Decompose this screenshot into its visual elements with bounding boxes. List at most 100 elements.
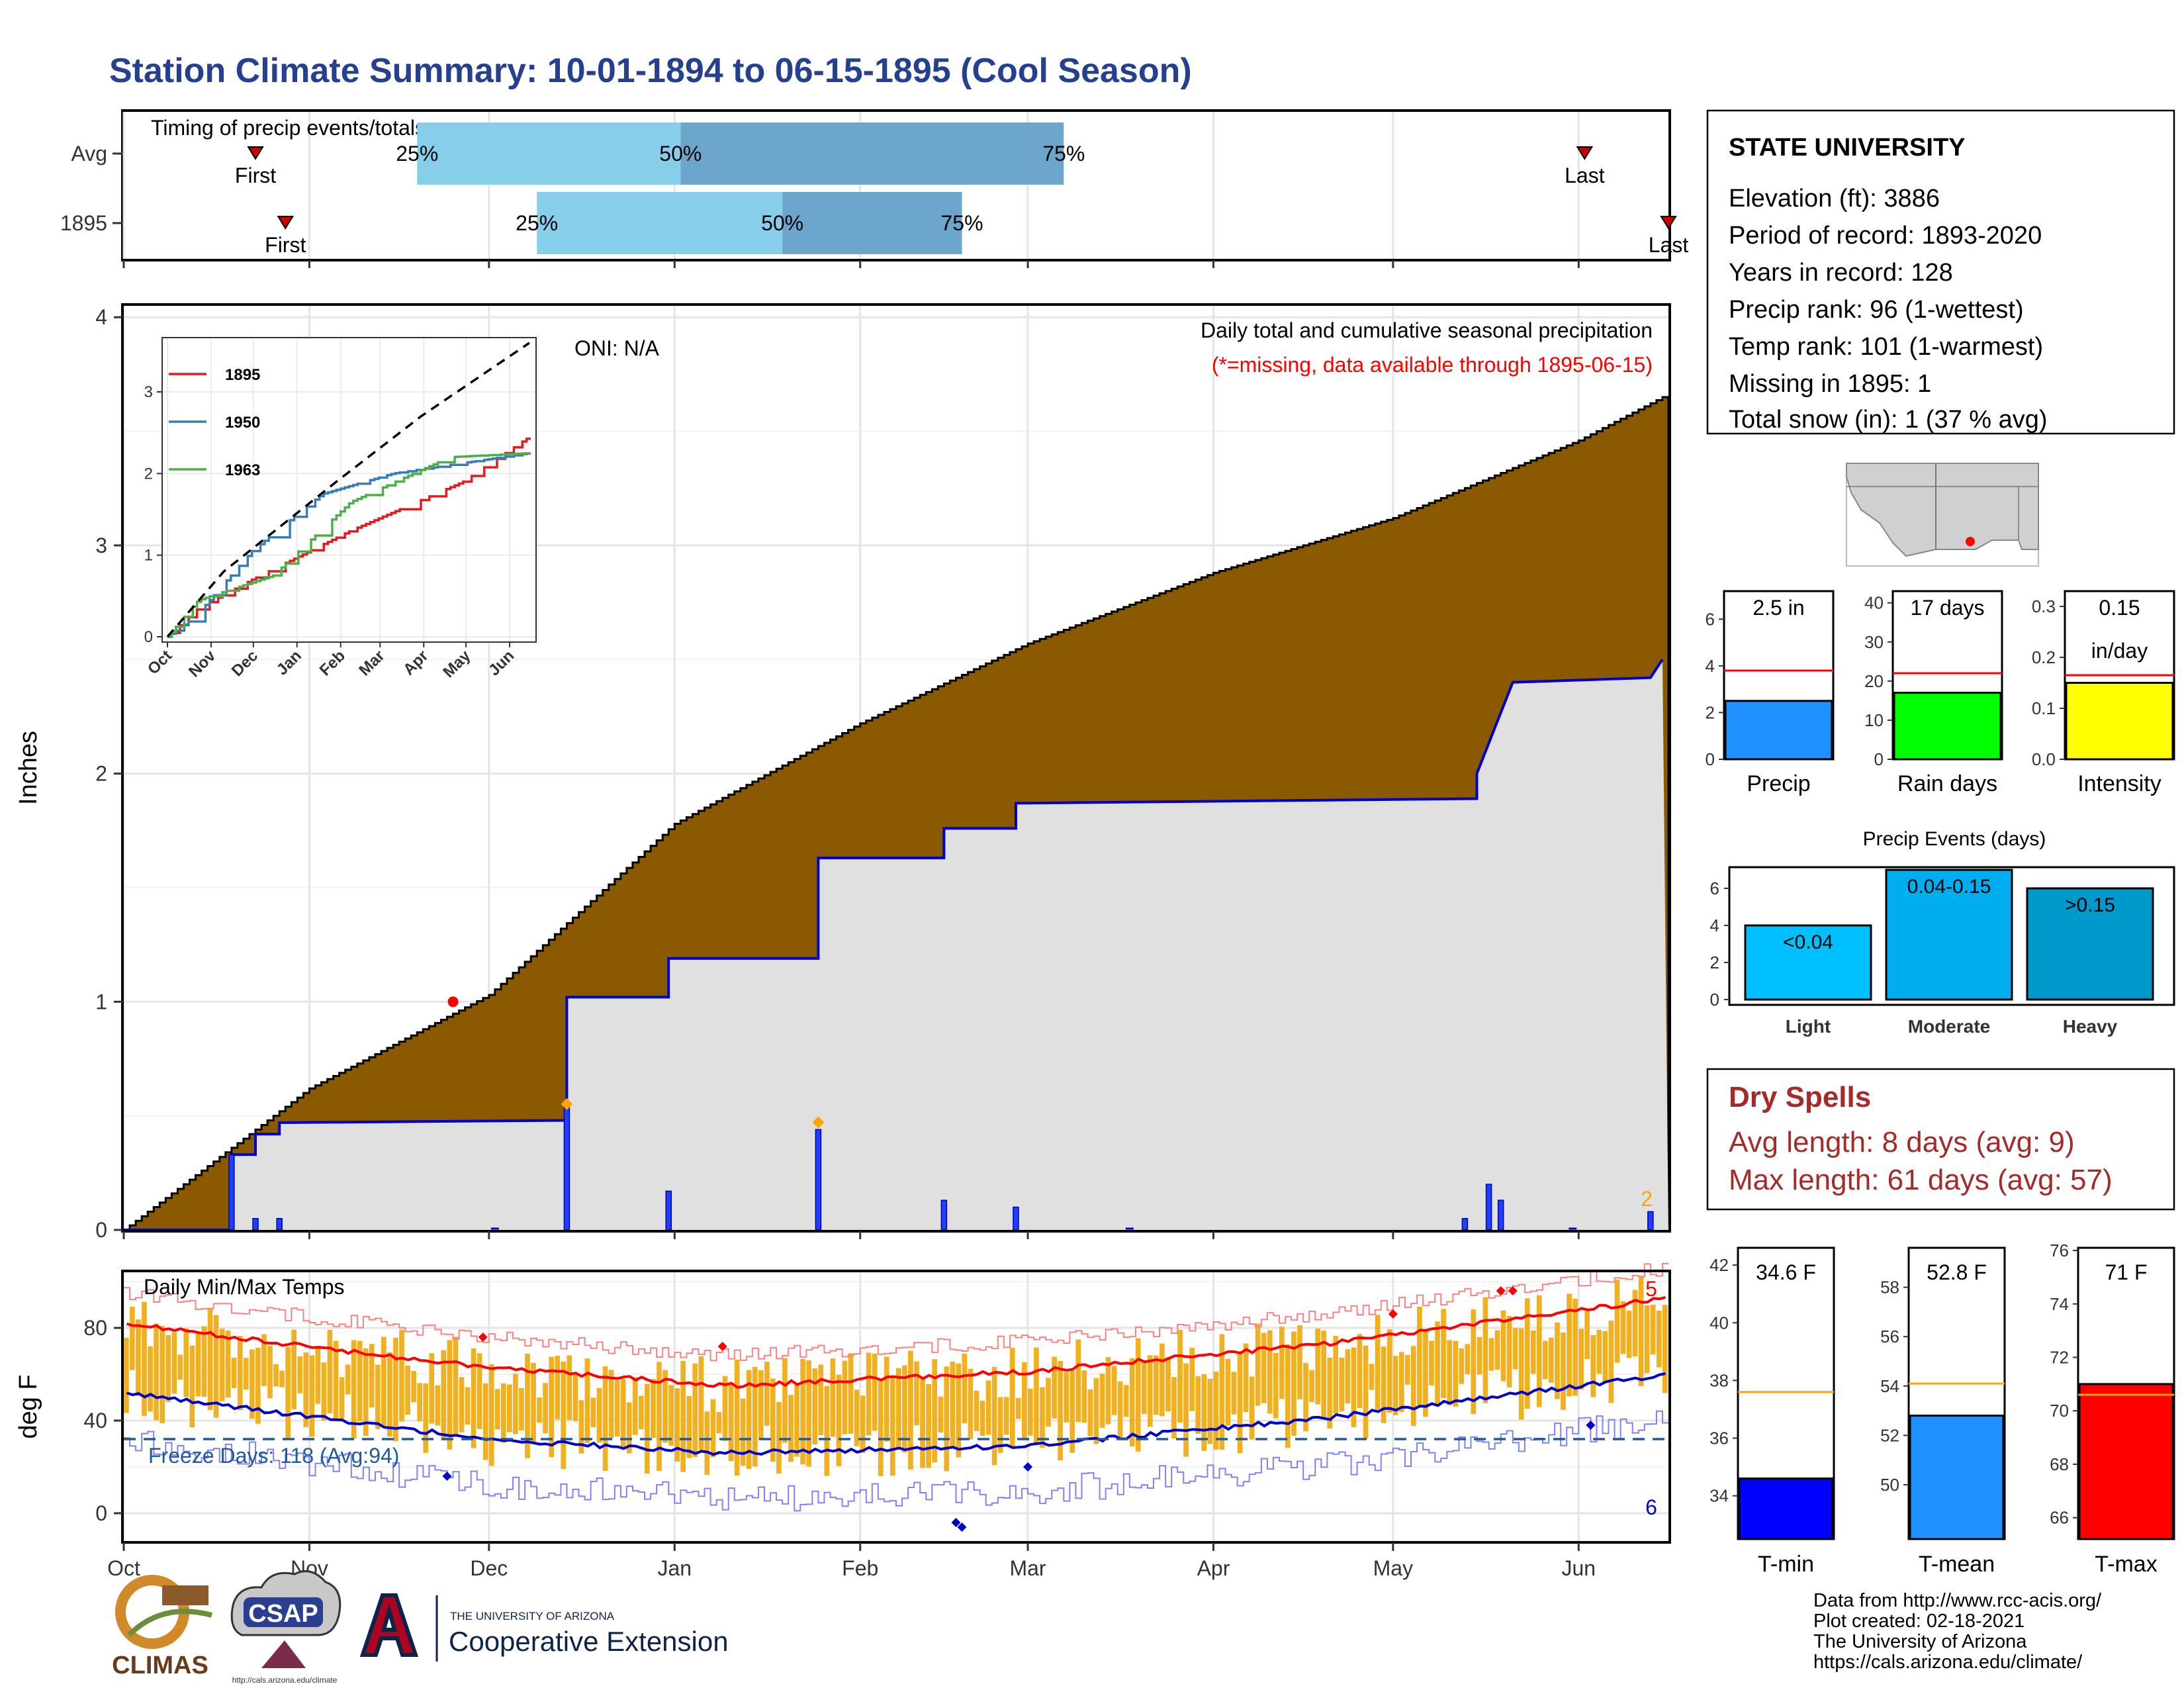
timing-q50-label: 50%	[659, 142, 702, 165]
timing-last-label: Last	[1565, 164, 1605, 187]
month-label: Apr	[1197, 1556, 1230, 1580]
precip-ytick-label: 3	[95, 534, 107, 557]
month-label: May	[1373, 1556, 1413, 1580]
daily-temp-bar	[1614, 1280, 1620, 1363]
daily-precip-bar	[815, 1129, 822, 1231]
daily-temp-bar	[279, 1370, 285, 1387]
inset-ytick-label: 0	[144, 628, 153, 646]
daily-temp-bar	[584, 1358, 590, 1444]
daily-temp-bar	[471, 1348, 477, 1448]
daily-temp-bar	[1500, 1310, 1506, 1382]
daily-temp-bar	[1435, 1321, 1440, 1404]
daily-temp-bar	[1477, 1336, 1482, 1375]
daily-temp-bar	[494, 1389, 500, 1430]
record-low-marker	[442, 1472, 452, 1481]
daily-temp-bar	[1620, 1301, 1626, 1354]
inset-ytick-label: 3	[144, 383, 153, 401]
daily-temp-bar	[1160, 1343, 1165, 1417]
precip-ytick-label: 4	[95, 305, 107, 329]
month-label: Dec	[470, 1556, 508, 1580]
daily-temp-bar	[572, 1374, 578, 1421]
month-label: Mar	[1009, 1556, 1046, 1580]
daily-temp-bar	[363, 1348, 369, 1436]
daily-temp-bar	[1165, 1356, 1171, 1412]
daily-temp-bar	[974, 1390, 979, 1431]
climas-emblem-bar	[162, 1585, 208, 1605]
daily-temp-bar	[1219, 1334, 1225, 1450]
timing-last-label: Last	[1649, 233, 1689, 257]
daily-temp-bar	[1369, 1364, 1375, 1390]
temp-summary-ytick-label: 74	[2050, 1294, 2069, 1314]
daily-temp-bar	[1249, 1376, 1255, 1440]
month-label: Jun	[1562, 1556, 1596, 1580]
daily-temp-bar	[812, 1368, 818, 1445]
daily-temp-bar	[411, 1371, 416, 1403]
daily-temp-bar	[866, 1352, 872, 1436]
daily-temp-bar	[680, 1360, 686, 1472]
daily-temp-bar	[387, 1352, 392, 1437]
mini-bar-ytick-label: 6	[1706, 609, 1715, 629]
daily-temp-bar	[788, 1395, 794, 1462]
temp-ytick-label: 80	[83, 1316, 107, 1340]
daily-temp-bar	[381, 1336, 387, 1427]
daily-temp-bar	[1518, 1328, 1524, 1420]
daily-temp-bar	[608, 1370, 614, 1438]
timing-q25-label: 25%	[516, 211, 558, 235]
daily-precip-bar	[1013, 1206, 1019, 1231]
daily-temp-bar	[1381, 1346, 1387, 1423]
dry-spells-box: Dry Spells Avg length: 8 days (avg: 9) M…	[1706, 1068, 2175, 1211]
daily-temp-bar	[309, 1355, 315, 1437]
daily-temp-bar	[722, 1376, 728, 1441]
station-line: Years in record: 128	[1729, 259, 1953, 287]
mini-bar-label: Precip	[1747, 771, 1810, 796]
event-bar-label: 0.04-0.15	[1907, 876, 1991, 898]
daily-temp-bar	[920, 1378, 925, 1468]
daily-temp-bar	[1650, 1304, 1656, 1355]
credits: Data from http://www.rcc-acis.org/ Plot …	[1813, 1590, 2102, 1673]
temp-frame	[121, 1270, 1671, 1544]
daily-temp-bar	[297, 1356, 303, 1393]
daily-temp-bar	[848, 1353, 854, 1434]
daily-temp-bar	[626, 1402, 632, 1454]
event-category-label: Moderate	[1908, 1016, 1990, 1037]
timing-row-label: Avg	[71, 142, 107, 165]
event-category-label: Light	[1786, 1016, 1831, 1037]
temp-ylabel: deg F	[15, 1374, 42, 1438]
daily-temp-bar	[758, 1370, 764, 1440]
daily-temp-bar	[1524, 1298, 1530, 1409]
temp-summary-value-label: 34.6 F	[1756, 1260, 1816, 1284]
station-name: STATE UNIVERSITY	[1729, 134, 1966, 162]
daily-precip-bar	[940, 1199, 948, 1231]
daily-temp-bar	[531, 1362, 536, 1444]
inset-ytick-label: 1	[144, 547, 153, 565]
timing-last-marker	[1660, 216, 1677, 230]
daily-temp-bar	[543, 1383, 548, 1434]
daily-precip-bar	[563, 1106, 570, 1231]
daily-temp-bar	[1129, 1358, 1135, 1446]
daily-temp-bar	[488, 1364, 494, 1466]
daily-temp-bar	[1530, 1330, 1536, 1374]
daily-temp-bar	[459, 1377, 465, 1432]
daily-temp-bar	[1154, 1355, 1159, 1415]
daily-temp-bar	[441, 1350, 447, 1440]
daily-temp-bar	[1237, 1354, 1243, 1454]
daily-temp-bar	[183, 1328, 189, 1397]
inset-series-line	[167, 452, 531, 638]
station-line: Missing in 1895: 1	[1729, 370, 1931, 398]
daily-temp-bar	[1243, 1343, 1249, 1413]
daily-temp-bar	[237, 1336, 243, 1411]
daily-temp-bar	[830, 1358, 836, 1437]
daily-temp-bar	[1453, 1340, 1459, 1407]
ua-logo: THE UNIVERSITY OF ARIZONA Cooperative Ex…	[359, 1593, 729, 1662]
precip-caption: Daily total and cumulative seasonal prec…	[1201, 318, 1653, 342]
timing-q75-label: 75%	[940, 211, 983, 235]
daily-temp-bar	[1087, 1389, 1093, 1436]
mini-bar-ytick-label: 40	[1864, 593, 1884, 613]
temp-summary-ytick-label: 58	[1880, 1278, 1899, 1297]
daily-temp-bar	[1345, 1349, 1351, 1404]
daily-temp-bar	[273, 1364, 279, 1387]
mini-bar-value-label: in/day	[2091, 639, 2148, 663]
event-bar	[1885, 868, 2013, 1001]
event-bar	[2026, 887, 2154, 1001]
